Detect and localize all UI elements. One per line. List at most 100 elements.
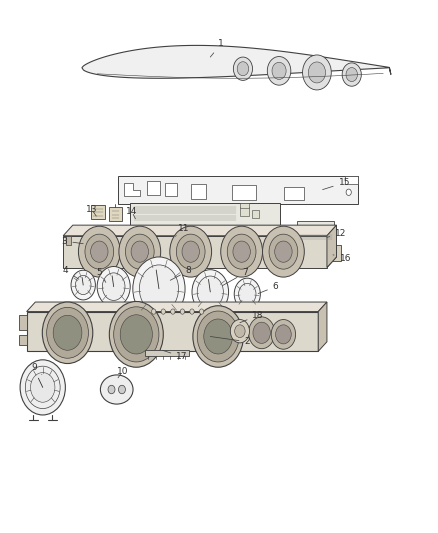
Circle shape xyxy=(47,308,88,358)
Polygon shape xyxy=(19,316,27,330)
Polygon shape xyxy=(165,183,177,196)
Circle shape xyxy=(308,62,325,83)
Circle shape xyxy=(204,319,233,354)
Circle shape xyxy=(262,226,304,277)
Circle shape xyxy=(253,322,270,343)
Polygon shape xyxy=(130,203,280,225)
Circle shape xyxy=(85,234,114,269)
Circle shape xyxy=(346,68,357,82)
Polygon shape xyxy=(63,225,336,236)
Circle shape xyxy=(102,273,125,301)
Circle shape xyxy=(20,360,65,415)
Circle shape xyxy=(233,57,253,80)
Text: 8: 8 xyxy=(170,266,191,280)
Text: 9: 9 xyxy=(31,363,42,375)
Circle shape xyxy=(234,278,260,310)
Circle shape xyxy=(199,309,204,314)
Polygon shape xyxy=(147,181,160,195)
Text: 1: 1 xyxy=(210,39,224,57)
Circle shape xyxy=(271,319,296,349)
Ellipse shape xyxy=(100,375,133,404)
Text: 16: 16 xyxy=(333,254,351,263)
Text: 4: 4 xyxy=(63,266,79,279)
Circle shape xyxy=(133,257,185,320)
Polygon shape xyxy=(27,302,327,312)
Text: 5: 5 xyxy=(96,268,106,282)
Text: 13: 13 xyxy=(86,205,98,216)
Circle shape xyxy=(25,366,60,409)
Polygon shape xyxy=(82,45,391,78)
Text: 3: 3 xyxy=(62,237,83,246)
Circle shape xyxy=(193,306,244,367)
Circle shape xyxy=(131,241,148,262)
Circle shape xyxy=(118,385,125,394)
Circle shape xyxy=(171,309,175,314)
Circle shape xyxy=(152,309,156,314)
Circle shape xyxy=(267,56,291,85)
Circle shape xyxy=(269,234,298,269)
Polygon shape xyxy=(19,335,27,345)
Circle shape xyxy=(239,284,256,305)
Circle shape xyxy=(303,55,331,90)
Circle shape xyxy=(108,385,115,394)
Polygon shape xyxy=(145,350,188,356)
Polygon shape xyxy=(240,207,250,216)
Polygon shape xyxy=(110,207,121,221)
Circle shape xyxy=(190,309,194,314)
Polygon shape xyxy=(297,221,334,241)
Polygon shape xyxy=(345,176,358,184)
Circle shape xyxy=(125,234,154,269)
Text: 18: 18 xyxy=(240,311,264,322)
Circle shape xyxy=(119,226,161,277)
Circle shape xyxy=(78,226,120,277)
Circle shape xyxy=(53,316,82,350)
Polygon shape xyxy=(232,185,256,200)
Circle shape xyxy=(42,302,93,364)
Circle shape xyxy=(170,226,212,277)
Circle shape xyxy=(110,302,163,367)
Circle shape xyxy=(75,276,91,295)
Polygon shape xyxy=(63,257,336,268)
Polygon shape xyxy=(124,183,140,196)
Text: 12: 12 xyxy=(327,229,346,238)
Polygon shape xyxy=(284,187,304,200)
Circle shape xyxy=(114,307,159,362)
Circle shape xyxy=(180,309,185,314)
Polygon shape xyxy=(318,302,327,351)
Circle shape xyxy=(249,317,275,349)
Circle shape xyxy=(197,276,223,308)
Circle shape xyxy=(71,270,95,300)
Circle shape xyxy=(91,241,108,262)
Circle shape xyxy=(97,266,130,307)
Circle shape xyxy=(237,62,249,76)
Circle shape xyxy=(197,311,239,362)
Circle shape xyxy=(120,315,152,354)
Polygon shape xyxy=(323,245,341,261)
Circle shape xyxy=(272,62,286,79)
Text: 6: 6 xyxy=(258,282,279,294)
Circle shape xyxy=(31,373,55,402)
Text: 7: 7 xyxy=(223,268,248,286)
Circle shape xyxy=(182,241,199,262)
Polygon shape xyxy=(118,176,358,204)
Circle shape xyxy=(233,241,251,262)
Circle shape xyxy=(161,309,166,314)
Circle shape xyxy=(342,63,361,86)
Polygon shape xyxy=(327,225,336,268)
Polygon shape xyxy=(66,236,71,245)
Text: 17: 17 xyxy=(162,350,188,361)
Circle shape xyxy=(227,234,256,269)
Polygon shape xyxy=(240,203,250,208)
Circle shape xyxy=(346,189,351,196)
Text: 14: 14 xyxy=(126,207,138,219)
Text: 15: 15 xyxy=(322,178,350,190)
Circle shape xyxy=(192,270,229,314)
Circle shape xyxy=(235,325,245,337)
Circle shape xyxy=(276,325,291,344)
Circle shape xyxy=(221,226,262,277)
Text: 11: 11 xyxy=(176,224,190,236)
Polygon shape xyxy=(63,236,327,268)
Text: 10: 10 xyxy=(117,367,128,378)
Circle shape xyxy=(177,234,205,269)
Polygon shape xyxy=(191,184,206,199)
